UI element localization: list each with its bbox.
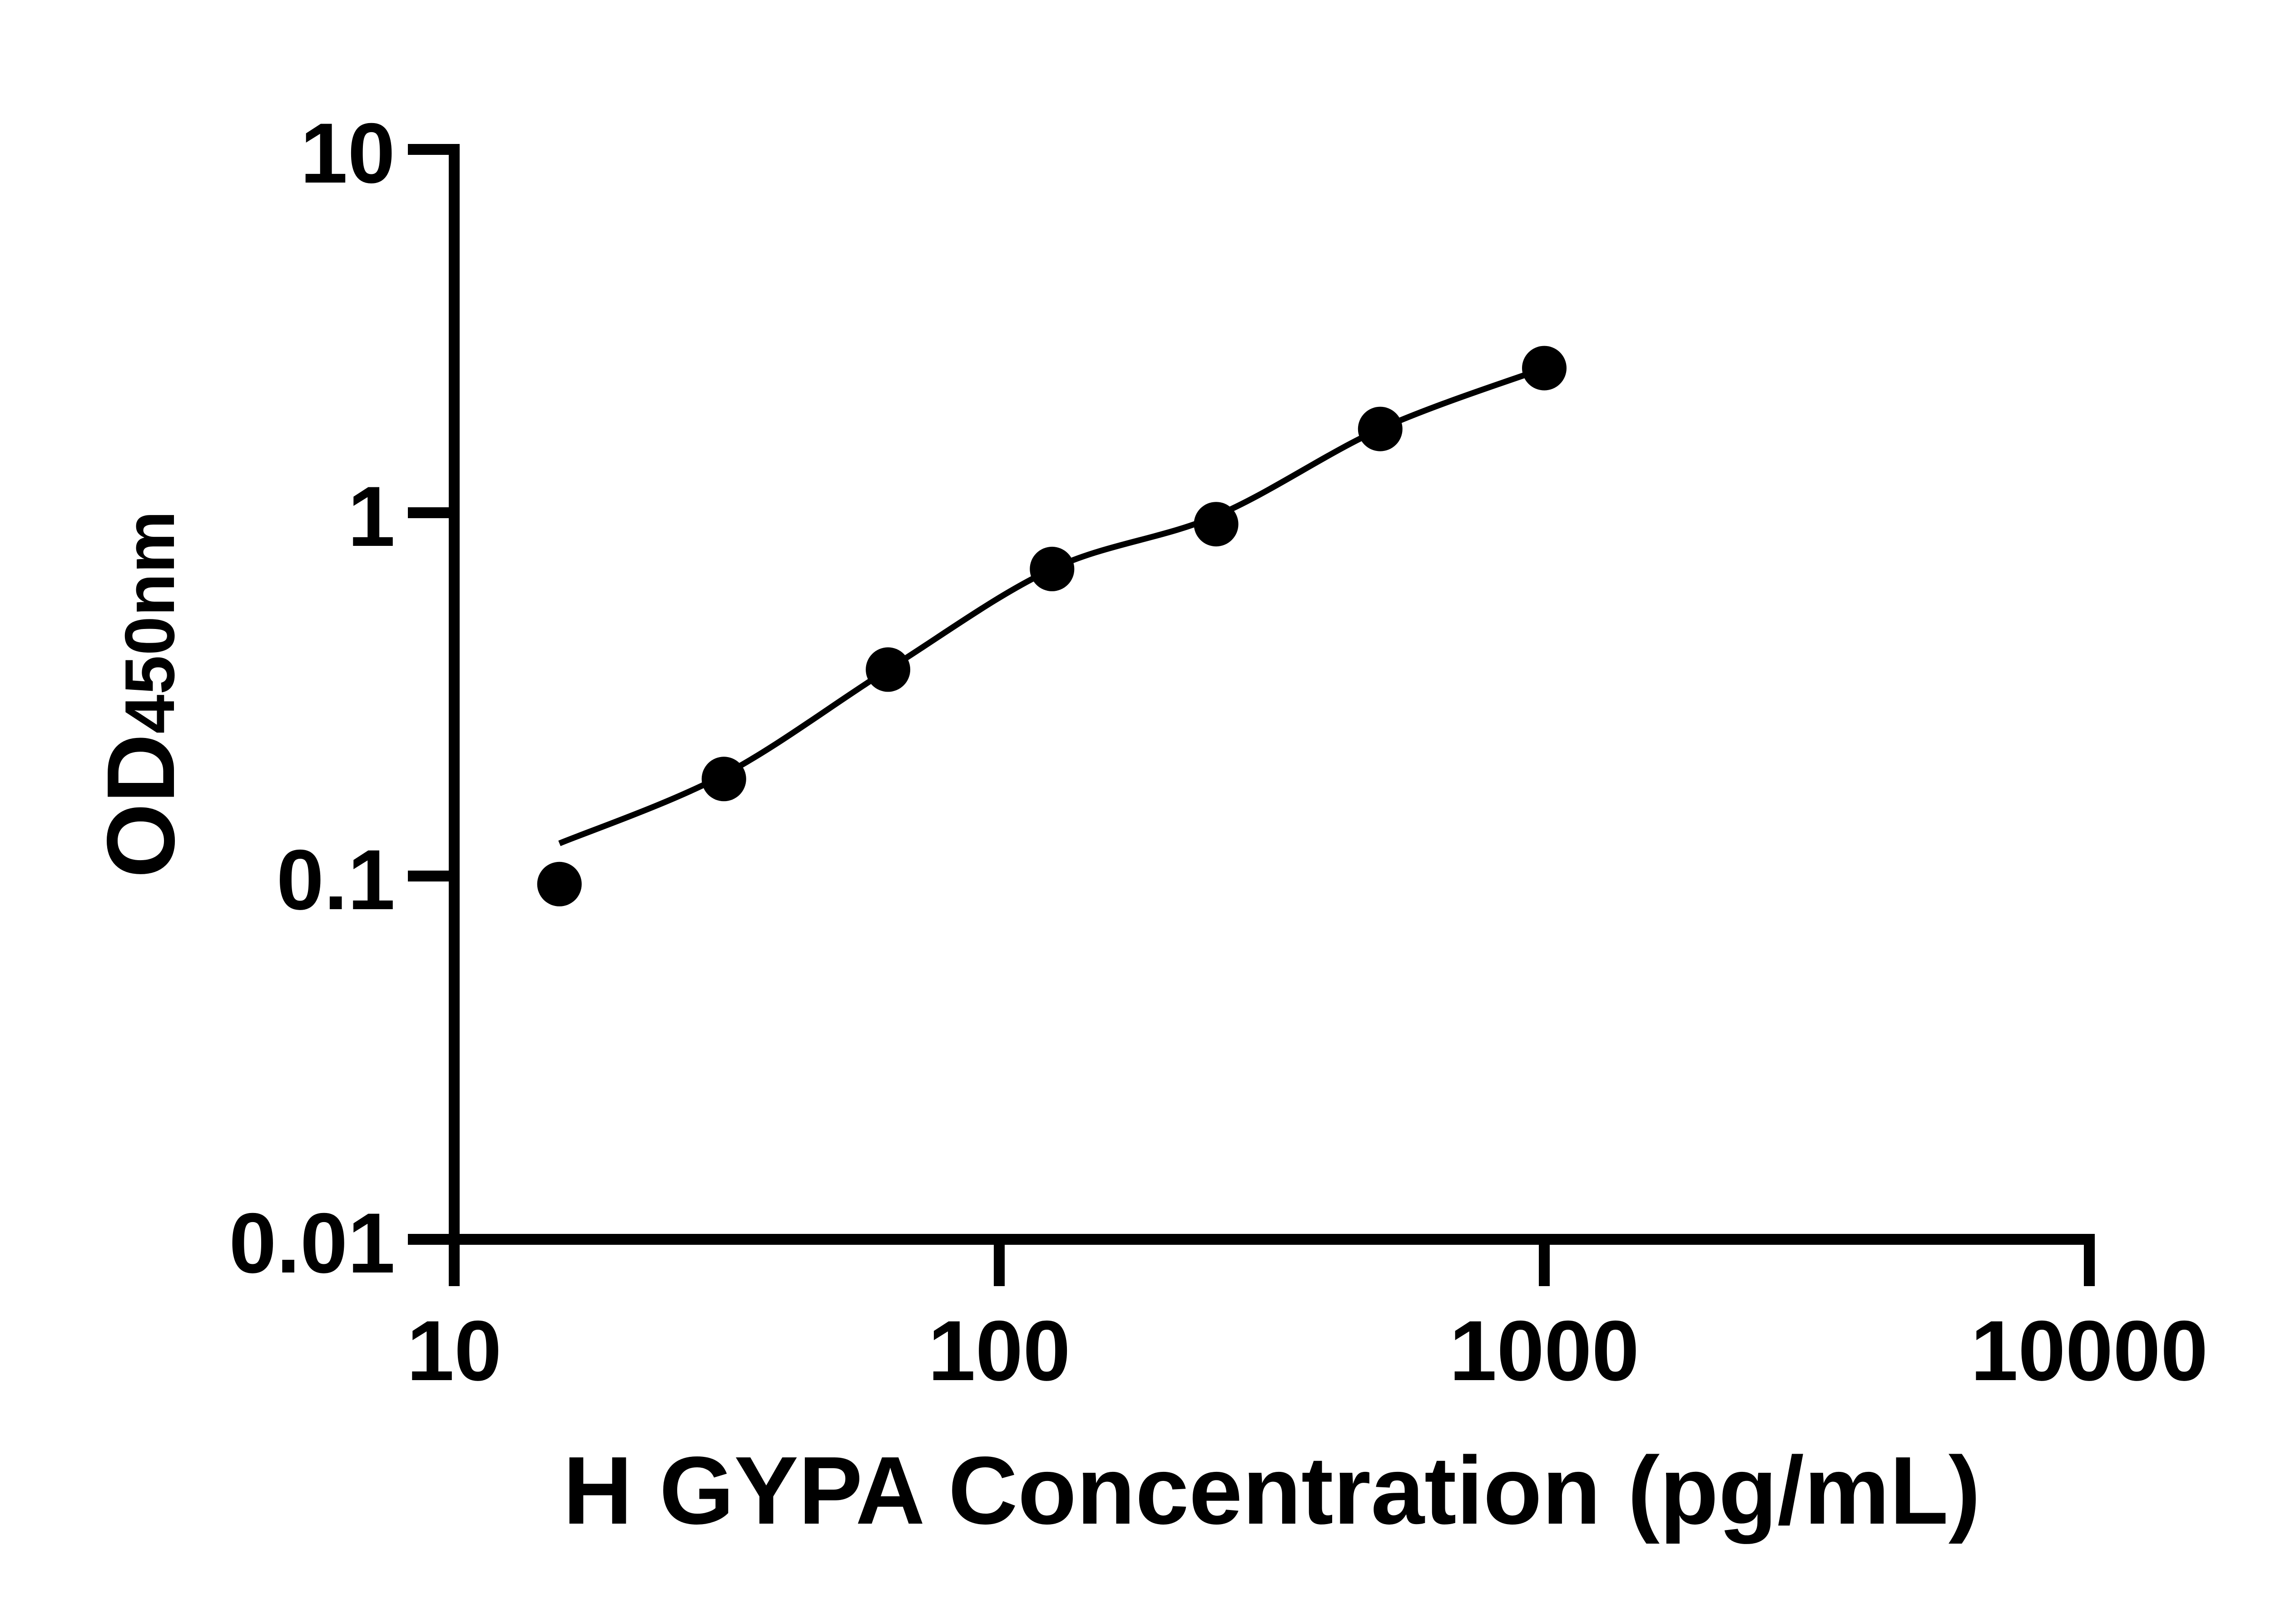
y-tick-label: 1 [347,469,395,564]
data-point-marker [1522,346,1567,391]
y-axis-title-main: OD [87,733,194,878]
x-axis-line [408,1234,2095,1245]
data-point-marker [866,647,911,692]
x-tick-label: 1000 [1449,1303,1640,1398]
x-tick-mark [1539,1239,1550,1286]
data-point-marker [537,862,582,906]
x-tick-mark [2084,1239,2095,1286]
y-tick-label: 10 [300,105,395,201]
x-tick-mark [994,1239,1005,1286]
y-axis-title-subscript: 450nm [110,510,189,734]
x-tick-label: 100 [928,1303,1071,1398]
x-tick-mark [449,1239,460,1286]
data-point-marker [1358,406,1403,451]
y-tick-label: 0.1 [276,832,395,927]
x-tick-label: 10 [407,1303,502,1398]
y-axis-line [449,144,460,1245]
y-tick-mark [408,871,460,881]
y-tick-label: 0.01 [229,1195,395,1291]
y-tick-mark [408,507,460,518]
data-point-marker [1194,502,1239,547]
x-axis-title: H GYPA Concentration (pg/mL) [563,1436,1981,1544]
y-axis-title: OD 450nm [85,510,196,878]
data-point-marker [701,757,746,802]
x-tick-label: 10000 [1970,1303,2208,1398]
data-point-marker [1030,546,1075,591]
y-tick-mark [408,144,460,155]
